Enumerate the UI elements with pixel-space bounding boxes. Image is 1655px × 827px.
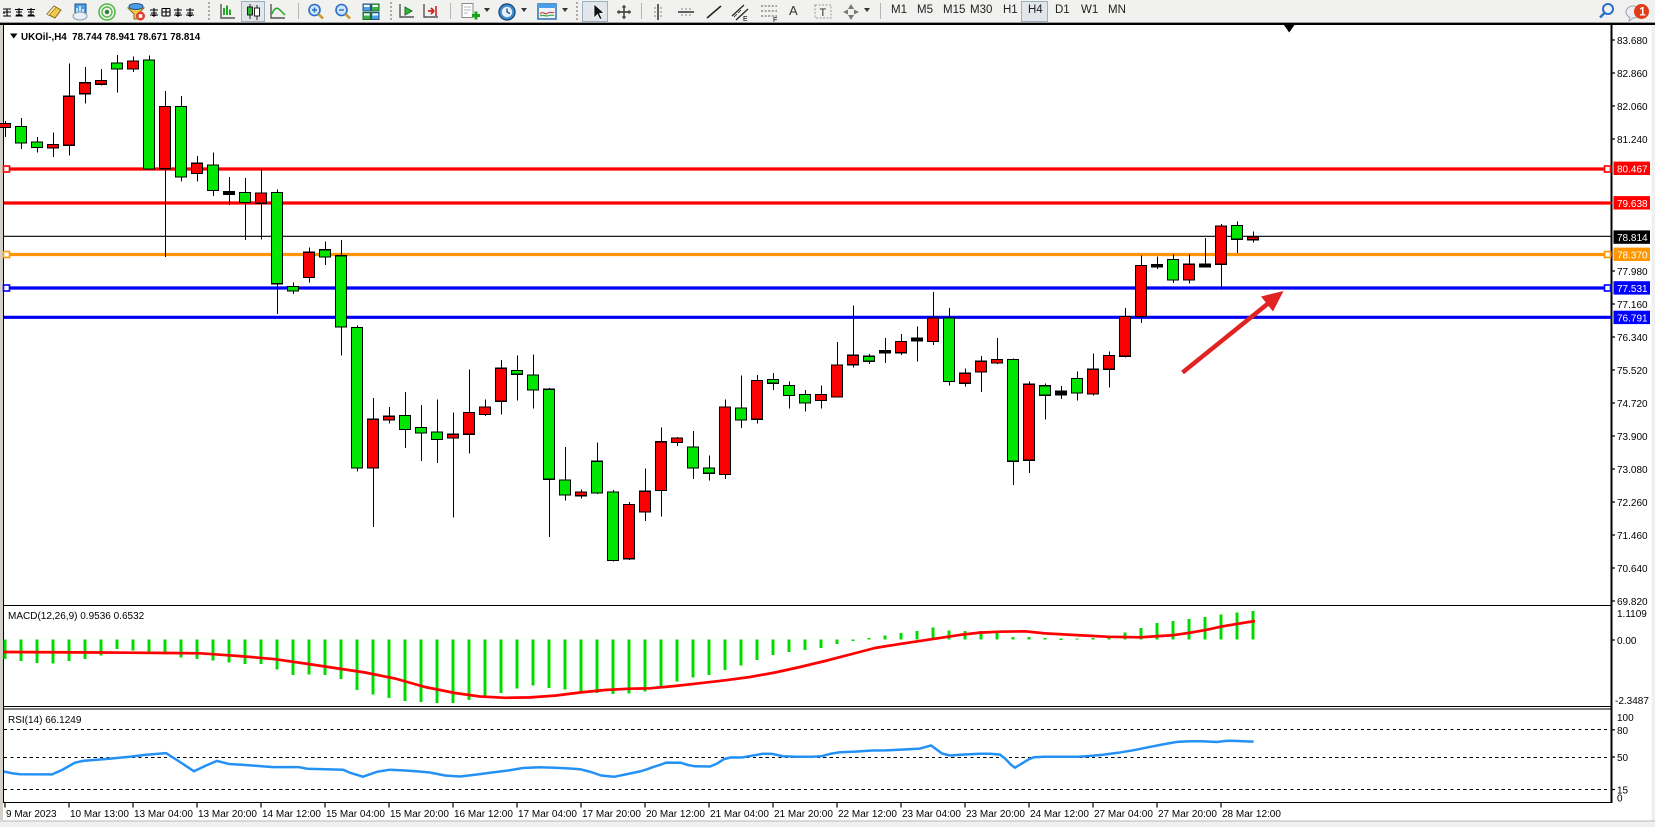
svg-text:1: 1 xyxy=(1639,7,1646,19)
svg-text:23 Mar 20:00: 23 Mar 20:00 xyxy=(966,809,1025,820)
svg-text:83.680: 83.680 xyxy=(1617,36,1648,47)
svg-text:17 Mar 04:00: 17 Mar 04:00 xyxy=(518,809,577,820)
svg-text:76.791: 76.791 xyxy=(1617,313,1648,324)
svg-text:73.080: 73.080 xyxy=(1617,465,1648,476)
svg-text:0: 0 xyxy=(1617,794,1623,805)
svg-text:74.720: 74.720 xyxy=(1617,399,1648,410)
svg-text:77.531: 77.531 xyxy=(1617,284,1648,295)
svg-text:9 Mar 2023: 9 Mar 2023 xyxy=(6,809,57,820)
svg-text:71.460: 71.460 xyxy=(1617,531,1648,542)
svg-text:73.900: 73.900 xyxy=(1617,432,1648,443)
svg-text:13 Mar 20:00: 13 Mar 20:00 xyxy=(198,809,257,820)
svg-text:77.160: 77.160 xyxy=(1617,300,1648,311)
svg-text:17 Mar 20:00: 17 Mar 20:00 xyxy=(582,809,641,820)
svg-text:76.340: 76.340 xyxy=(1617,333,1648,344)
svg-text:21 Mar 20:00: 21 Mar 20:00 xyxy=(774,809,833,820)
svg-text:78.370: 78.370 xyxy=(1617,250,1648,261)
svg-text:78.814: 78.814 xyxy=(1617,233,1648,244)
svg-text:16 Mar 12:00: 16 Mar 12:00 xyxy=(454,809,513,820)
svg-text:28 Mar 12:00: 28 Mar 12:00 xyxy=(1222,809,1281,820)
svg-text:MACD(12,26,9) 0.9536 0.6532: MACD(12,26,9) 0.9536 0.6532 xyxy=(8,611,145,622)
svg-text:100: 100 xyxy=(1617,713,1634,724)
svg-text:15: 15 xyxy=(1617,786,1629,797)
svg-text:79.638: 79.638 xyxy=(1617,199,1648,210)
svg-text:82.860: 82.860 xyxy=(1617,69,1648,80)
svg-text:75.520: 75.520 xyxy=(1617,366,1648,377)
svg-text:82.060: 82.060 xyxy=(1617,102,1648,113)
svg-text:21 Mar 04:00: 21 Mar 04:00 xyxy=(710,809,769,820)
svg-text:-2.3487: -2.3487 xyxy=(1615,696,1649,707)
svg-text:RSI(14) 66.1249: RSI(14) 66.1249 xyxy=(8,715,82,726)
svg-text:T: T xyxy=(820,7,827,19)
svg-text:UKOil-,H4 78.744 78.941 78.67: UKOil-,H4 78.744 78.941 78.671 78.814 xyxy=(21,32,201,43)
svg-text:10 Mar 13:00: 10 Mar 13:00 xyxy=(70,809,129,820)
svg-text:80.467: 80.467 xyxy=(1617,164,1648,175)
svg-text:50: 50 xyxy=(1617,753,1629,764)
svg-text:72.260: 72.260 xyxy=(1617,498,1648,509)
svg-text:22 Mar 12:00: 22 Mar 12:00 xyxy=(838,809,897,820)
svg-text:70.640: 70.640 xyxy=(1617,564,1648,575)
svg-text:13 Mar 04:00: 13 Mar 04:00 xyxy=(134,809,193,820)
svg-text:E: E xyxy=(743,16,748,22)
svg-text:15 Mar 04:00: 15 Mar 04:00 xyxy=(326,809,385,820)
svg-text:27 Mar 04:00: 27 Mar 04:00 xyxy=(1094,809,1153,820)
svg-text:1.1109: 1.1109 xyxy=(1617,609,1647,620)
svg-text:F: F xyxy=(773,17,777,22)
svg-text:69.820: 69.820 xyxy=(1617,597,1648,608)
svg-text:20 Mar 12:00: 20 Mar 12:00 xyxy=(646,809,705,820)
svg-text:77.980: 77.980 xyxy=(1617,267,1648,278)
svg-text:27 Mar 20:00: 27 Mar 20:00 xyxy=(1158,809,1217,820)
svg-text:81.240: 81.240 xyxy=(1617,135,1648,146)
svg-text:15 Mar 20:00: 15 Mar 20:00 xyxy=(390,809,449,820)
svg-text:23 Mar 04:00: 23 Mar 04:00 xyxy=(902,809,961,820)
svg-text:24 Mar 12:00: 24 Mar 12:00 xyxy=(1030,809,1089,820)
svg-text:14 Mar 12:00: 14 Mar 12:00 xyxy=(262,809,321,820)
svg-text:0.00: 0.00 xyxy=(1617,636,1637,647)
svg-text:80: 80 xyxy=(1617,726,1629,737)
